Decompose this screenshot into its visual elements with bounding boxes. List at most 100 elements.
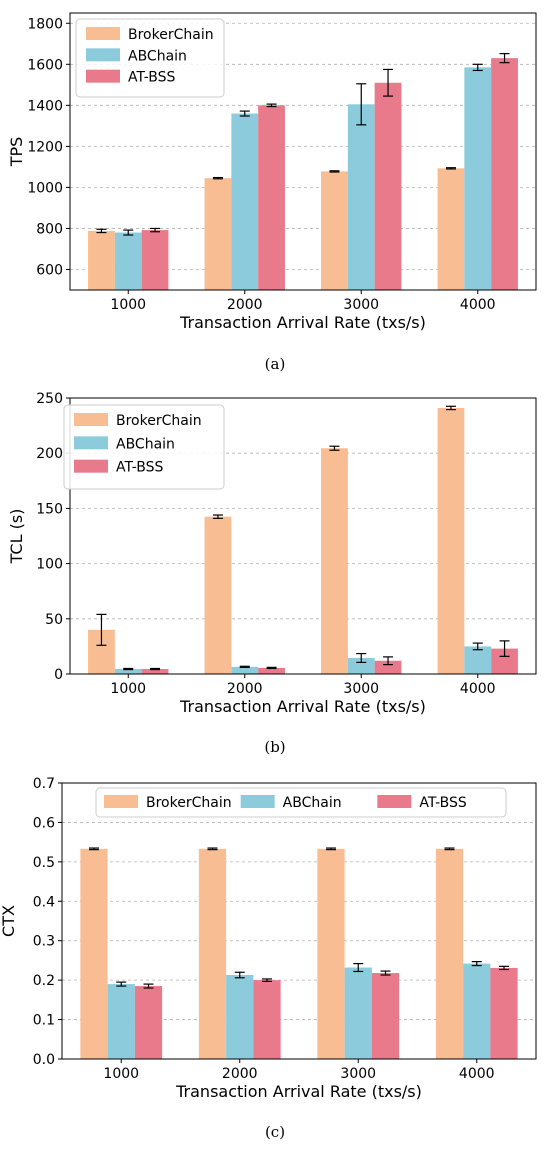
bar-brokerchain-2000 (204, 178, 232, 290)
legend-label: ABChain (116, 436, 175, 452)
bar-at-bss-3000 (371, 973, 400, 1059)
y-tick-label: 0.3 (33, 934, 55, 950)
y-tick-label: 200 (36, 446, 63, 462)
plot-frame (61, 782, 537, 1060)
bar-brokerchain-3000 (321, 448, 348, 674)
bar-brokerchain-3000 (321, 171, 348, 290)
bar-at-bss-1000 (134, 986, 163, 1059)
y-tick-label: 250 (36, 391, 63, 407)
chart-panel-tcl: 0 50 100 150 200 250 1000 2000 3000 4000 Transacti… (0, 385, 550, 730)
bar-abchain-2000 (226, 975, 254, 1059)
y-tick-label: 50 (45, 612, 63, 628)
legend-swatch-abchain (74, 436, 108, 450)
bar-brokerchain-4000 (435, 848, 464, 1059)
caption-a: (a) (264, 355, 286, 373)
legend-swatch-brokerchain (86, 27, 120, 40)
legend-swatch-at-bss (377, 795, 412, 808)
bar-brokerchain-4000 (437, 168, 465, 290)
y-tick-label: 0.0 (33, 1052, 55, 1068)
x-tick-label: 4000 (460, 681, 496, 697)
y-axis-label: TPS (7, 137, 26, 168)
bar-at-bss-4000 (490, 967, 518, 1059)
bar-at-bss-3000 (374, 660, 402, 674)
legend-label: BrokerChain (128, 27, 214, 43)
bar-abchain-4000 (463, 963, 491, 1059)
legend-label: AT-BSS (128, 70, 176, 86)
plot-frame (69, 397, 537, 675)
y-tick-label: 1800 (27, 16, 63, 32)
bar-at-bss-2000 (258, 105, 285, 290)
bar-at-bss-2000 (258, 667, 285, 674)
caption-b: (b) (264, 738, 286, 756)
y-tick-label: 0.6 (33, 815, 55, 831)
x-tick-label: 4000 (460, 297, 496, 313)
x-tick-label: 1000 (110, 681, 146, 697)
bar-abchain-2000 (231, 666, 259, 674)
legend-label: ABChain (283, 795, 342, 811)
bar-brokerchain-2000 (198, 848, 227, 1059)
x-tick-label: 1000 (103, 1066, 139, 1082)
y-tick-label: 0 (54, 667, 63, 683)
tps-chart: 600 800 1000 1200 1400 1600 1800 1000 2000 3000 40… (7, 12, 537, 332)
y-tick-label: 1000 (27, 180, 63, 196)
x-axis-label: Transaction Arrival Rate (txs/s) (179, 697, 426, 716)
x-axis-label: Transaction Arrival Rate (txs/s) (179, 313, 426, 332)
y-tick-label: 800 (36, 221, 63, 237)
bar-at-bss-1000 (141, 230, 169, 290)
y-tick-label: 1400 (27, 98, 63, 114)
bar-abchain-1000 (107, 984, 135, 1059)
bar-abchain-1000 (114, 232, 142, 290)
plot-frame (69, 12, 537, 291)
y-tick-label: 1200 (27, 139, 63, 155)
bar-at-bss-1000 (141, 669, 169, 674)
y-tick-label: 0.4 (33, 894, 55, 910)
legend-label: AT-BSS (419, 795, 467, 811)
legend-label: AT-BSS (116, 460, 164, 476)
x-tick-label: 4000 (459, 1066, 495, 1082)
caption-c: (c) (264, 1123, 286, 1141)
y-tick-label: 0.7 (33, 776, 55, 792)
bar-brokerchain-3000 (317, 848, 345, 1059)
x-axis-label: Transaction Arrival Rate (txs/s) (175, 1082, 422, 1101)
chart-panel-tps: 600 800 1000 1200 1400 1600 1800 1000 2000 3000 40… (0, 0, 550, 345)
x-tick-label: 2000 (222, 1066, 258, 1082)
y-axis-label: TCL (s) (7, 509, 26, 565)
y-tick-label: 600 (36, 262, 63, 278)
bar-abchain-3000 (347, 104, 375, 291)
bar-abchain-4000 (464, 646, 492, 674)
y-tick-label: 0.2 (33, 973, 55, 989)
bar-brokerchain-1000 (80, 848, 108, 1059)
x-tick-label: 2000 (227, 297, 263, 313)
y-tick-label: 150 (36, 501, 63, 517)
ctx-chart: 0.0 0.1 0.2 0.3 0.4 0.5 0.6 0.7 1000 2000 3000 4000… (0, 776, 537, 1101)
bar-brokerchain-1000 (88, 230, 115, 290)
legend-swatch-abchain (240, 795, 275, 808)
legend-swatch-abchain (86, 48, 120, 62)
x-tick-label: 1000 (110, 297, 146, 313)
bar-abchain-4000 (464, 67, 492, 290)
x-tick-label: 3000 (343, 681, 379, 697)
bar-at-bss-2000 (253, 980, 281, 1059)
x-tick-label: 2000 (227, 681, 263, 697)
y-axis-label: CTX (0, 905, 18, 937)
legend-swatch-at-bss (86, 69, 120, 83)
bar-abchain-3000 (347, 657, 375, 674)
bar-brokerchain-2000 (204, 516, 232, 674)
tcl-chart: 0 50 100 150 200 250 1000 2000 3000 4000 Transacti… (7, 391, 537, 716)
bar-abchain-2000 (231, 113, 259, 290)
x-tick-label: 3000 (343, 297, 379, 313)
bar-brokerchain-4000 (437, 407, 465, 674)
legend-swatch-brokerchain (104, 795, 138, 808)
legend-swatch-brokerchain (74, 413, 108, 426)
y-tick-label: 1600 (27, 57, 63, 73)
legend-swatch-at-bss (74, 459, 108, 473)
chart-panel-ctx: 0.0 0.1 0.2 0.3 0.4 0.5 0.6 0.7 1000 2000 3000 4000… (0, 770, 550, 1115)
bar-at-bss-3000 (374, 82, 402, 290)
bar-abchain-1000 (114, 669, 142, 674)
legend-label: BrokerChain (146, 795, 232, 811)
y-tick-label: 100 (36, 557, 63, 573)
bar-abchain-3000 (344, 967, 372, 1059)
y-tick-label: 0.5 (33, 855, 55, 871)
x-tick-label: 3000 (340, 1066, 376, 1082)
bar-at-bss-4000 (491, 58, 518, 290)
